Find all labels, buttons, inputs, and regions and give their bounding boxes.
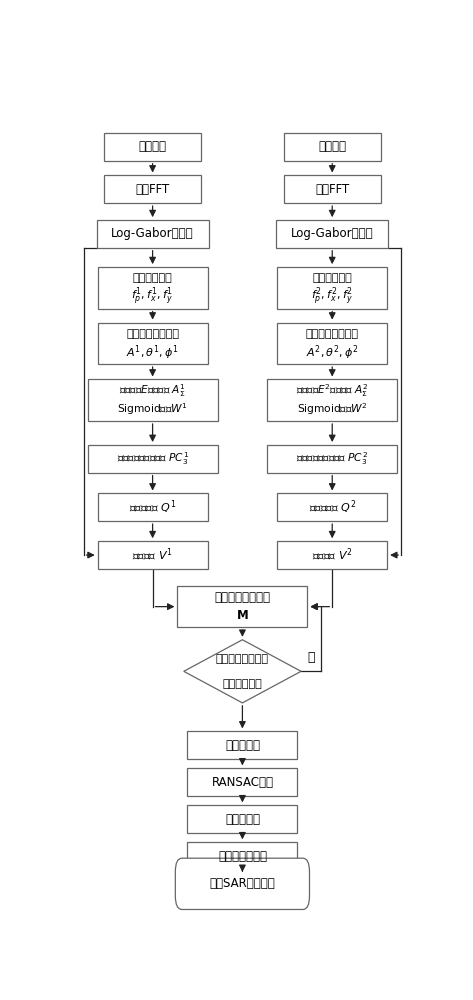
Text: 单演信号局部特征: 单演信号局部特征 <box>306 329 359 339</box>
FancyBboxPatch shape <box>104 175 201 203</box>
Text: 完成精匹配: 完成精匹配 <box>225 813 260 826</box>
FancyBboxPatch shape <box>97 541 208 569</box>
Text: 特征向量 $V^2$: 特征向量 $V^2$ <box>312 547 352 563</box>
Text: $f_p^1, f_x^1, f_y^1$: $f_p^1, f_x^1, f_y^1$ <box>131 286 174 308</box>
Text: 特征向量 $V^1$: 特征向量 $V^1$ <box>132 547 173 563</box>
FancyBboxPatch shape <box>187 731 298 759</box>
Text: 判断相关矩阵行和: 判断相关矩阵行和 <box>216 654 269 664</box>
Text: $f_p^2, f_x^2, f_y^2$: $f_p^2, f_x^2, f_y^2$ <box>311 286 353 308</box>
FancyBboxPatch shape <box>267 445 397 473</box>
Text: Sigmoid权重$W^2$: Sigmoid权重$W^2$ <box>297 402 368 417</box>
FancyBboxPatch shape <box>96 220 209 248</box>
Text: 检测特征点 $Q^1$: 检测特征点 $Q^1$ <box>129 499 176 516</box>
FancyBboxPatch shape <box>104 133 201 161</box>
FancyBboxPatch shape <box>187 805 298 833</box>
Text: RANSAC算法: RANSAC算法 <box>211 776 273 789</box>
FancyBboxPatch shape <box>277 541 387 569</box>
FancyBboxPatch shape <box>187 842 298 870</box>
Text: $A^2, \theta^2, \phi^2$: $A^2, \theta^2, \phi^2$ <box>306 343 359 362</box>
FancyBboxPatch shape <box>284 133 381 161</box>
Text: 否: 否 <box>307 651 315 664</box>
Text: Log-Gabor滤波器: Log-Gabor滤波器 <box>291 227 374 240</box>
Text: 图像变换与插值: 图像变换与插值 <box>218 850 267 863</box>
Text: 感知图像: 感知图像 <box>318 140 346 153</box>
FancyBboxPatch shape <box>175 858 309 909</box>
FancyBboxPatch shape <box>277 323 387 364</box>
Text: Sigmoid权重$W^1$: Sigmoid权重$W^1$ <box>117 402 188 417</box>
Text: $A^1, \theta^1, \phi^1$: $A^1, \theta^1, \phi^1$ <box>126 343 179 362</box>
Text: Log-Gabor滤波器: Log-Gabor滤波器 <box>111 227 194 240</box>
FancyBboxPatch shape <box>187 768 298 796</box>
FancyBboxPatch shape <box>276 220 388 248</box>
Text: 单演相位一致性测度 $PC_3^2$: 单演相位一致性测度 $PC_3^2$ <box>296 450 368 467</box>
Text: 列都最大元素: 列都最大元素 <box>222 679 263 689</box>
Text: 参考图像: 参考图像 <box>139 140 166 153</box>
Text: 二维FFT: 二维FFT <box>315 183 350 196</box>
Text: 局部能量$E^2$局部幅值 $A_\Sigma^2$: 局部能量$E^2$局部幅值 $A_\Sigma^2$ <box>296 382 368 399</box>
FancyBboxPatch shape <box>97 493 208 521</box>
Text: $\mathbf{M}$: $\mathbf{M}$ <box>236 609 249 622</box>
Text: 单演信号分量: 单演信号分量 <box>312 273 352 283</box>
FancyBboxPatch shape <box>284 175 381 203</box>
Text: 特征向量相关矩阵: 特征向量相关矩阵 <box>214 591 271 604</box>
FancyBboxPatch shape <box>267 379 397 421</box>
FancyBboxPatch shape <box>177 586 307 627</box>
Text: 完成粗匹配: 完成粗匹配 <box>225 739 260 752</box>
FancyBboxPatch shape <box>277 267 387 309</box>
Text: 二维FFT: 二维FFT <box>135 183 170 196</box>
Text: 单演信号分量: 单演信号分量 <box>133 273 173 283</box>
Text: 完成SAR图像配准: 完成SAR图像配准 <box>210 877 275 890</box>
FancyBboxPatch shape <box>88 445 218 473</box>
FancyBboxPatch shape <box>97 267 208 309</box>
Text: 单演相位一致性测度 $PC_3^1$: 单演相位一致性测度 $PC_3^1$ <box>116 450 189 467</box>
Text: 局部能量$E$局部幅值 $A_\Sigma^1$: 局部能量$E$局部幅值 $A_\Sigma^1$ <box>119 382 186 399</box>
FancyBboxPatch shape <box>97 323 208 364</box>
FancyBboxPatch shape <box>88 379 218 421</box>
Text: 检测特征点 $Q^2$: 检测特征点 $Q^2$ <box>308 499 356 516</box>
FancyBboxPatch shape <box>277 493 387 521</box>
Text: 单演信号局部特征: 单演信号局部特征 <box>126 329 179 339</box>
Polygon shape <box>184 640 301 703</box>
